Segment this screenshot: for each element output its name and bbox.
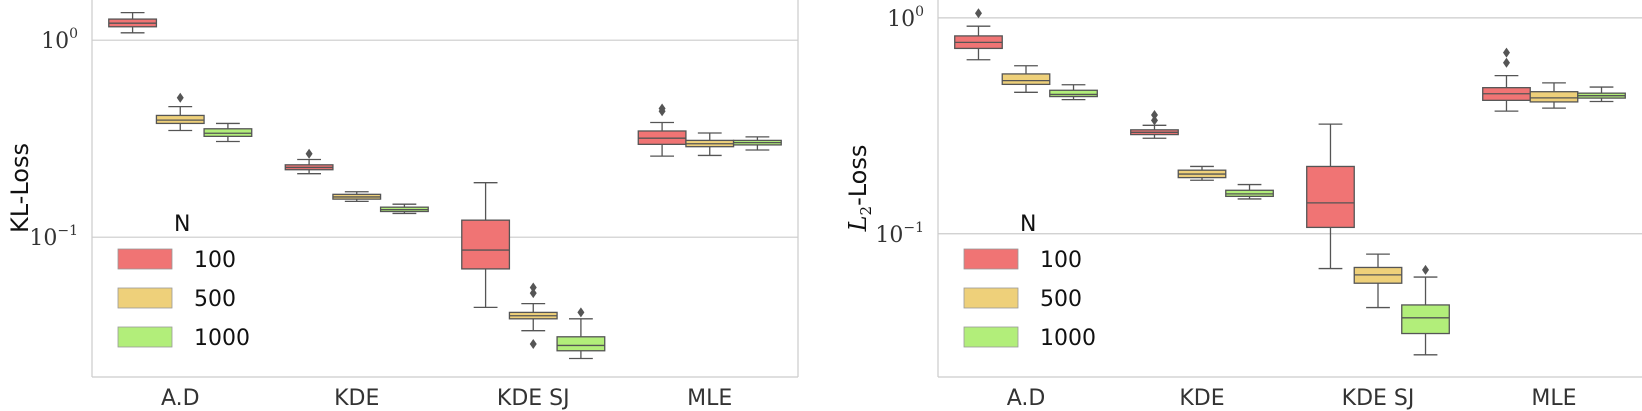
- outlier-marker: [658, 103, 666, 114]
- outlier-marker: [529, 288, 537, 299]
- box-iqr: [1306, 165, 1355, 229]
- legend-swatch-1000: [117, 326, 173, 348]
- box-500-3: [685, 132, 735, 157]
- outlier-marker: [1150, 115, 1158, 126]
- x-tick-label-1: KDE: [334, 386, 379, 411]
- outlier-marker: [1502, 47, 1510, 58]
- box-1000-0: [1049, 84, 1098, 101]
- box-iqr: [1049, 89, 1098, 98]
- outlier-marker: [176, 92, 184, 103]
- legend-swatch-500: [117, 287, 173, 309]
- x-tick-label-0: A.D: [1007, 386, 1046, 411]
- y-axis-label: KL-Loss: [6, 143, 34, 233]
- outlier-marker: [1422, 264, 1430, 275]
- box-100-2: [461, 182, 511, 309]
- box-100-3: [1482, 47, 1531, 112]
- box-100-3: [637, 103, 687, 157]
- box-100-1: [284, 148, 334, 175]
- box-100-2: [1306, 123, 1355, 270]
- box-500-0: [1001, 65, 1051, 93]
- box-500-3: [1529, 82, 1579, 109]
- box-iqr: [1529, 91, 1579, 103]
- box-500-1: [332, 191, 382, 202]
- y-tick-label: 10−1: [875, 220, 924, 248]
- legend-title: N: [1020, 212, 1036, 237]
- x-tick-label-3: MLE: [1531, 386, 1576, 411]
- box-500-1: [1177, 165, 1227, 181]
- outlier-marker: [974, 8, 982, 19]
- box-1000-1: [1225, 183, 1274, 200]
- outlier-marker: [529, 282, 537, 293]
- x-tick-label-3: MLE: [687, 386, 732, 411]
- box-100-0: [954, 8, 1003, 61]
- box-iqr: [556, 336, 606, 352]
- box-100-1: [1130, 109, 1179, 139]
- box-iqr: [1401, 304, 1450, 335]
- box-1000-0: [203, 122, 253, 143]
- box-1000-2: [556, 307, 606, 360]
- legend-label-1000: 1000: [1040, 326, 1096, 351]
- box-1000-3: [1577, 86, 1626, 103]
- x-tick-label-0: A.D: [161, 386, 200, 411]
- legend-swatch-500: [963, 287, 1019, 309]
- legend-title: N: [174, 212, 190, 237]
- legend-label-500: 500: [1040, 287, 1082, 312]
- outlier-marker: [529, 338, 537, 349]
- y-axis-label: L2-Loss: [844, 145, 875, 233]
- box-500-2: [1353, 253, 1403, 309]
- x-tick-label-2: KDE SJ: [1342, 386, 1415, 411]
- x-tick-label-2: KDE SJ: [497, 386, 570, 411]
- outlier-marker: [1502, 57, 1510, 68]
- outlier-marker: [577, 307, 585, 318]
- legend-swatch-100: [117, 248, 173, 270]
- legend-label-1000: 1000: [194, 326, 250, 351]
- legend-label-100: 100: [1040, 248, 1082, 273]
- y-tick-label: 10−1: [29, 223, 78, 251]
- box-500-0: [155, 92, 205, 132]
- box-1000-3: [732, 136, 782, 151]
- box-iqr: [155, 114, 205, 125]
- box-iqr: [461, 219, 511, 270]
- legend-label-500: 500: [194, 287, 236, 312]
- y-tick-label: 100: [41, 26, 78, 54]
- x-tick-label-1: KDE: [1179, 386, 1224, 411]
- legend-swatch-100: [963, 248, 1019, 270]
- outlier-marker: [1150, 109, 1158, 120]
- box-1000-2: [1401, 264, 1450, 356]
- box-iqr: [203, 128, 253, 137]
- box-500-2: [508, 282, 558, 349]
- outlier-marker: [305, 148, 313, 159]
- box-1000-1: [379, 203, 429, 215]
- box-100-0: [108, 12, 158, 34]
- legend-label-100: 100: [194, 248, 236, 273]
- y-tick-label: 100: [887, 4, 924, 32]
- legend-swatch-1000: [963, 326, 1019, 348]
- box-iqr: [1001, 73, 1051, 86]
